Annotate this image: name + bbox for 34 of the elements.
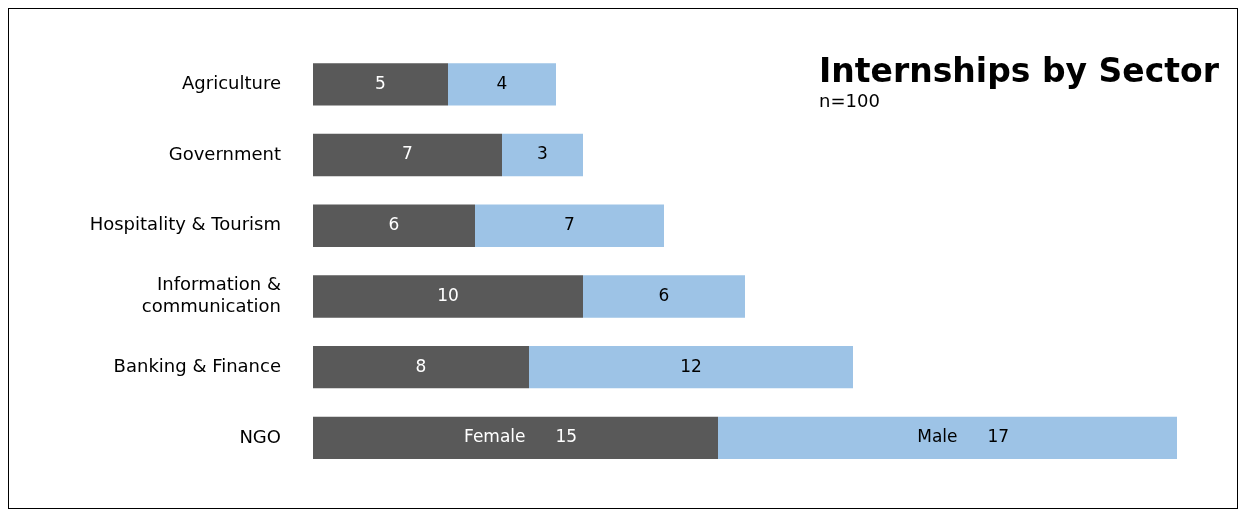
bar [313, 345, 529, 389]
bar [448, 63, 556, 106]
text: n=100 [819, 90, 881, 111]
data-label: 15 [555, 426, 578, 447]
bar [313, 275, 583, 318]
y-tick-label: Hospitality & Tourism [89, 213, 281, 235]
data-label: 3 [537, 143, 548, 164]
data-label: 4 [496, 72, 508, 93]
bar [313, 133, 502, 177]
bar [529, 345, 853, 389]
series-label: Male [917, 426, 958, 447]
data-label: 7 [402, 143, 413, 164]
data-label: 12 [680, 355, 702, 376]
bar [313, 63, 448, 106]
bar [313, 204, 475, 247]
data-label: 6 [658, 284, 670, 305]
bar [502, 133, 583, 177]
data-label: 17 [987, 426, 1010, 447]
data-label: 10 [437, 284, 459, 305]
bar [313, 416, 718, 460]
series-label: Female [464, 426, 526, 447]
bar [475, 204, 664, 247]
bar [718, 416, 1177, 460]
data-label: 8 [415, 355, 427, 376]
y-tick-label: Agriculture [182, 72, 281, 94]
data-label: 6 [388, 214, 400, 235]
y-tick-label: Information & communication [141, 273, 281, 316]
y-tick-label: NGO [239, 425, 281, 447]
y-tick-label: Government [168, 142, 281, 164]
data-label: 7 [564, 214, 575, 235]
chart-title: Internships by Sector [819, 51, 1219, 90]
data-label: 5 [375, 72, 386, 93]
y-tick-label: Banking & Finance [113, 354, 281, 376]
bar [583, 275, 745, 318]
